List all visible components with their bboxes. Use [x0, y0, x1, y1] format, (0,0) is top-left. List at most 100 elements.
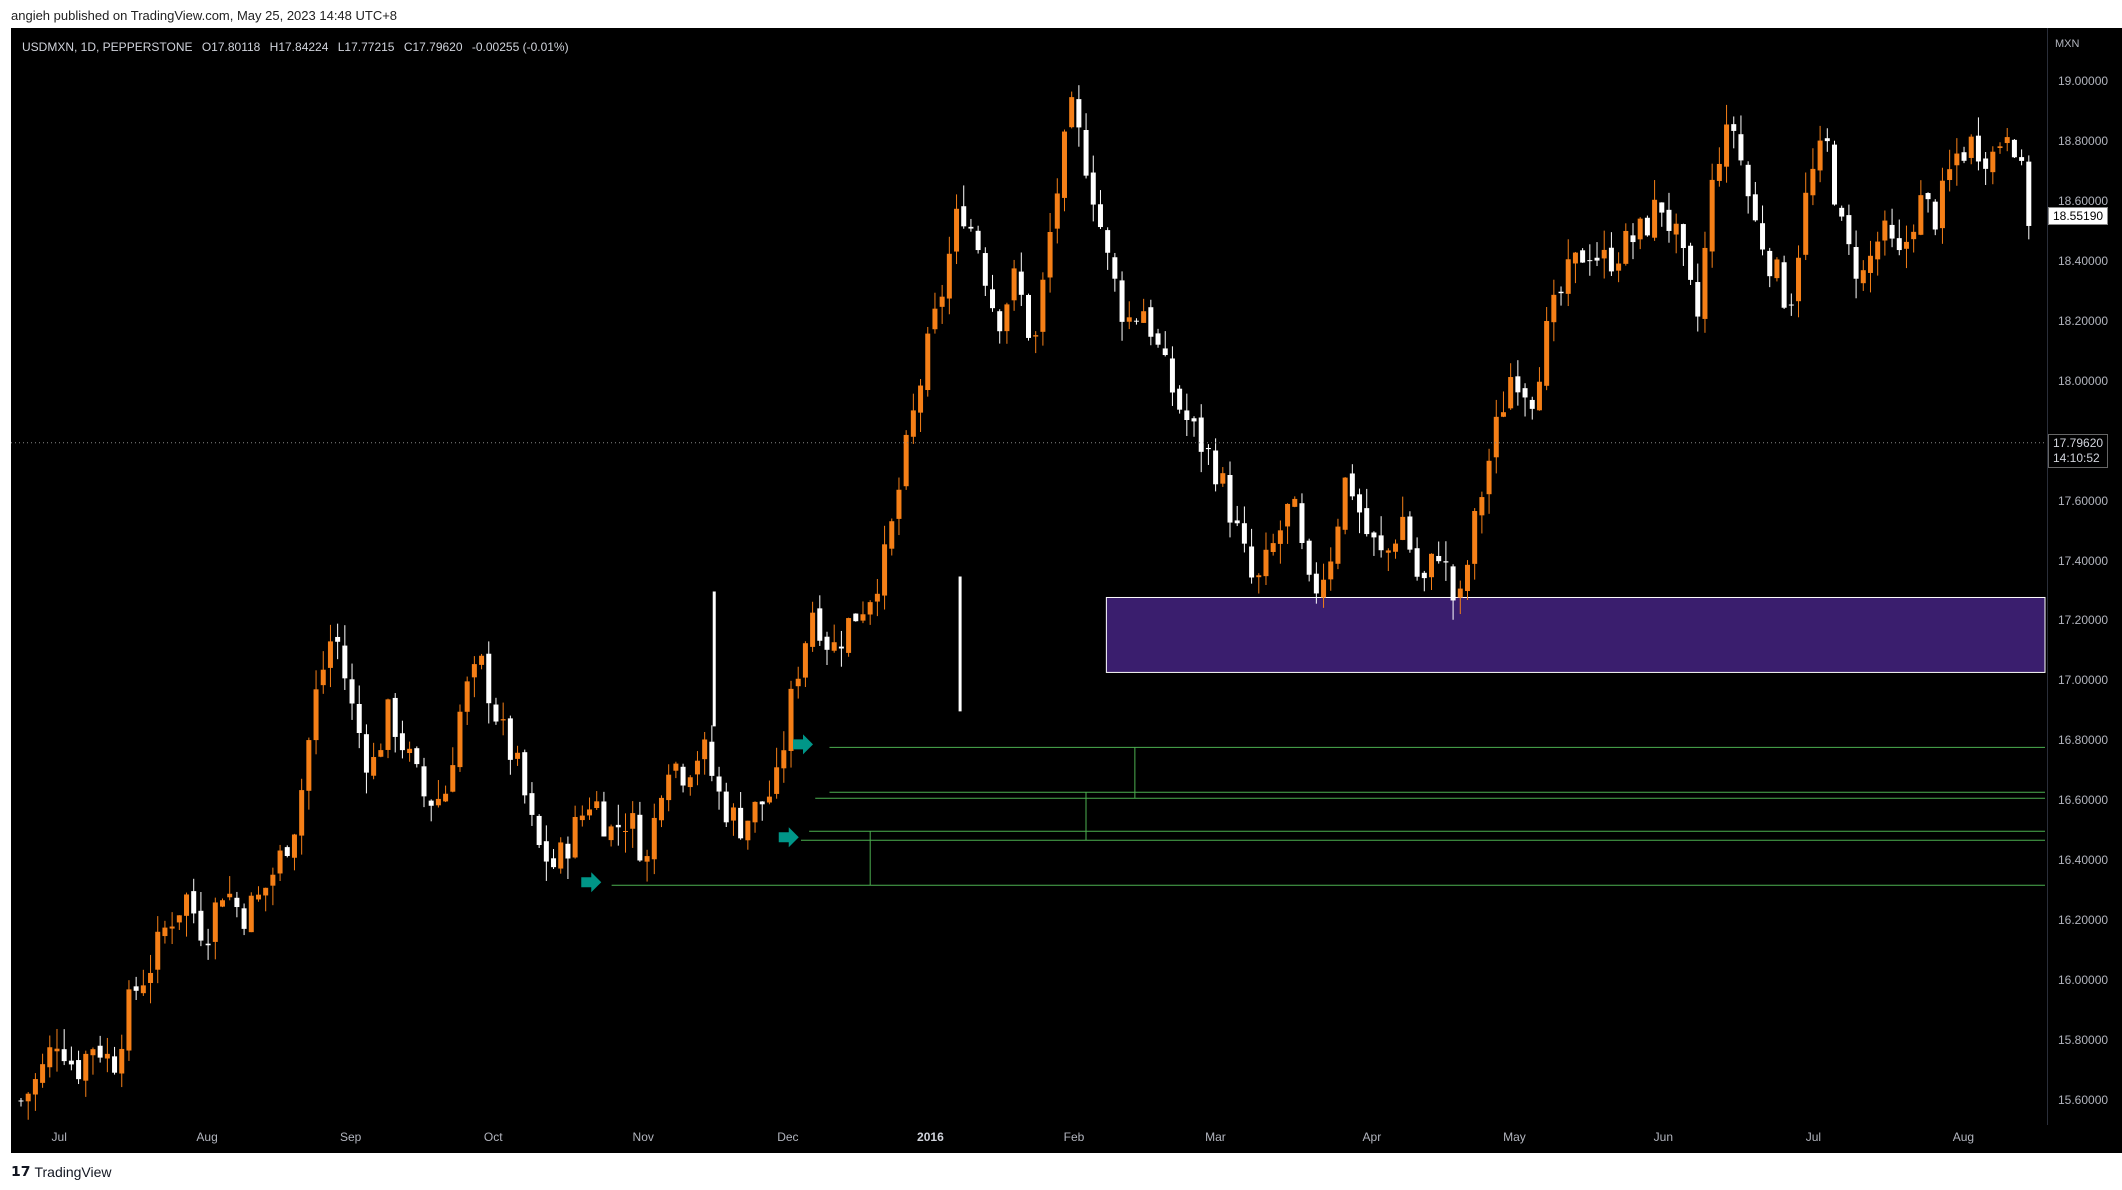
candle-body: [2011, 139, 2017, 158]
candle-body: [543, 841, 549, 862]
candle-body: [1205, 447, 1211, 450]
candle-body: [140, 985, 146, 994]
candle-body: [428, 800, 434, 806]
candle-body: [1191, 418, 1197, 422]
candle-body: [946, 253, 952, 299]
candle-body: [702, 739, 708, 760]
candle-body: [407, 748, 413, 754]
tradingview-logo-icon[interactable]: 𝟭𝟳: [11, 1163, 31, 1179]
candle-body: [414, 748, 420, 765]
candle-body: [1925, 193, 1931, 200]
candle-body: [1810, 168, 1816, 196]
candle-body: [594, 801, 600, 809]
candle-body: [1198, 417, 1204, 452]
candle-body: [270, 874, 276, 886]
candle-body: [1090, 172, 1096, 205]
candle-body: [1551, 294, 1557, 323]
candle-body: [1155, 333, 1161, 345]
candle-body: [824, 636, 830, 650]
candle-body: [1357, 494, 1363, 513]
x-tick-label: Jun: [1653, 1130, 1674, 1144]
candle-body: [1148, 307, 1154, 337]
x-tick-label: Jul: [1805, 1130, 1822, 1144]
candle-body: [1450, 566, 1456, 601]
candle-body: [896, 489, 902, 519]
candle-body: [1328, 561, 1334, 580]
candle-body: [1846, 215, 1852, 245]
candle-body: [421, 766, 427, 797]
candle-body: [831, 642, 837, 651]
candle-body: [1724, 124, 1730, 167]
candle-body: [1011, 268, 1017, 301]
candle-body: [176, 915, 182, 923]
candle-body: [486, 653, 492, 704]
candle-body: [1781, 262, 1787, 308]
brand-name[interactable]: TradingView: [34, 1163, 112, 1180]
candle-body: [1709, 179, 1715, 252]
candle-body: [169, 926, 175, 929]
candle-body: [1853, 247, 1859, 279]
candle-body: [615, 824, 621, 828]
candle-body: [723, 791, 729, 823]
candle-body: [1486, 460, 1492, 495]
candlestick-chart[interactable]: [11, 28, 2047, 1125]
candle-body: [291, 834, 297, 858]
candle-body: [515, 752, 521, 759]
chart-area[interactable]: [11, 28, 2122, 1153]
candle-body: [1947, 169, 1953, 181]
candle-body: [1371, 532, 1377, 538]
candle-body: [608, 826, 614, 841]
candle-body: [817, 608, 823, 641]
symbol-name[interactable]: USDMXN, 1D, PEPPERSTONE: [22, 40, 193, 54]
candle-body: [1097, 204, 1103, 228]
candle-body: [1616, 263, 1622, 271]
x-tick-label: Oct: [483, 1130, 503, 1144]
candle-body: [241, 908, 247, 929]
candle-body: [766, 796, 772, 803]
candle-body: [1594, 257, 1600, 261]
candle-body: [1083, 130, 1089, 176]
y-tick-label: 16.20000: [2058, 913, 2109, 928]
candle-body: [299, 790, 305, 836]
candle-body: [1745, 164, 1751, 197]
candle-body: [313, 689, 319, 741]
candle-body: [1313, 573, 1319, 594]
candle-body: [716, 776, 722, 792]
candle-body: [443, 793, 449, 802]
candle-body: [1688, 245, 1694, 280]
candle-body: [212, 902, 218, 942]
candle-body: [795, 678, 801, 687]
candle-body: [133, 986, 139, 991]
candle-body: [990, 289, 996, 309]
candle-body: [306, 740, 312, 791]
candle-body: [320, 669, 326, 686]
current-price-tag: 17.79620 14:10:52: [2048, 433, 2109, 468]
candle-body: [1493, 416, 1499, 458]
candle-body: [284, 847, 290, 856]
countdown-timer: 14:10:52: [2053, 450, 2100, 465]
y-tick-label: 18.00000: [2058, 373, 2109, 388]
arrow-marker-icon: [778, 827, 799, 848]
candle-body: [83, 1053, 89, 1081]
candle-body: [119, 1048, 125, 1074]
candle-body: [1220, 473, 1226, 484]
candle-body: [1436, 555, 1442, 562]
candle-body: [25, 1093, 31, 1102]
candle-body: [565, 843, 571, 859]
price-axis[interactable]: [2047, 28, 2122, 1125]
candle-body: [1666, 209, 1672, 231]
candle-body: [220, 900, 225, 907]
candle-body: [1918, 195, 1924, 235]
candle-body: [1760, 223, 1766, 250]
candle-body: [1112, 257, 1118, 279]
candle-body: [1414, 548, 1420, 577]
candle-body: [507, 718, 513, 760]
candle-body: [277, 850, 283, 874]
candle-body: [1227, 474, 1233, 523]
candle-body: [975, 230, 981, 251]
y-tick-label: 17.00000: [2058, 673, 2109, 688]
y-tick-label: 15.80000: [2058, 1033, 2109, 1048]
support-zone: [1105, 596, 2046, 673]
candle-body: [1364, 508, 1370, 535]
candle-body: [1968, 136, 1974, 158]
